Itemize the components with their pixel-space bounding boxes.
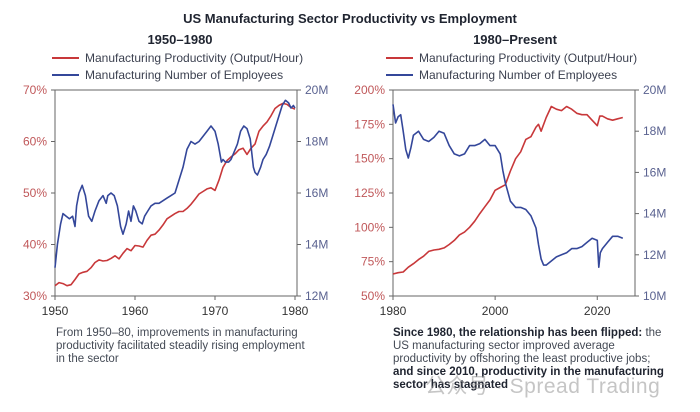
legend-label-productivity: Manufacturing Productivity (Output/Hour) (85, 50, 304, 65)
left-panel-title: 1950–1980 (147, 32, 213, 47)
left-y-tick-label: 150% (354, 152, 385, 166)
legend-item-employees: Manufacturing Number of Employees (52, 66, 303, 83)
right-y-tick-label: 16M (305, 186, 328, 200)
left-y-tick-label: 70% (23, 83, 47, 97)
right-y-tick-label: 20M (305, 83, 328, 97)
right-panel-title: 1980–Present (473, 32, 557, 47)
employees-swatch (52, 73, 79, 76)
legend-item-productivity: Manufacturing Productivity (Output/Hour) (52, 49, 303, 66)
left-y-tick-label: 50% (23, 186, 47, 200)
left-legend: Manufacturing Productivity (Output/Hour)… (52, 49, 303, 83)
left-y-tick-label: 175% (354, 117, 385, 131)
x-tick-label: 1980 (380, 304, 407, 318)
productivity-swatch (52, 56, 79, 59)
x-tick-label: 2020 (584, 304, 611, 318)
right-y-tick-label: 14M (643, 207, 666, 221)
employees-line (54, 99, 296, 268)
productivity-line (54, 102, 296, 287)
x-tick-label: 2000 (482, 304, 509, 318)
right-y-tick-label: 14M (305, 238, 328, 252)
x-tick-label: 1960 (122, 304, 149, 318)
right-caption-normal: the US manufacturing sector improved ave… (393, 327, 662, 365)
x-tick-label: 1970 (202, 304, 229, 318)
left-y-tick-label: 50% (361, 289, 385, 303)
legend-label-employees: Manufacturing Number of Employees (419, 67, 618, 82)
x-tick-label: 1950 (42, 304, 69, 318)
legend-label-productivity: Manufacturing Productivity (Output/Hour) (419, 50, 638, 65)
right-y-tick-label: 20M (643, 83, 666, 97)
legend-label-employees: Manufacturing Number of Employees (85, 67, 284, 82)
left-y-tick-label: 100% (354, 220, 385, 234)
legend-item-productivity: Manufacturing Productivity (Output/Hour) (386, 49, 637, 66)
right-y-tick-label: 10M (643, 289, 666, 303)
right-y-tick-label: 12M (643, 248, 666, 262)
left-y-tick-label: 60% (23, 135, 47, 149)
right-y-tick-label: 18M (305, 135, 328, 149)
right-y-tick-label: 12M (305, 289, 328, 303)
left-y-tick-label: 200% (354, 83, 385, 97)
right-y-tick-label: 16M (643, 165, 666, 179)
left-y-tick-label: 125% (354, 186, 385, 200)
left-y-tick-label: 40% (23, 238, 47, 252)
left-y-tick-label: 30% (23, 289, 47, 303)
main-title: US Manufacturing Sector Productivity vs … (183, 11, 517, 26)
legend-item-employees: Manufacturing Number of Employees (386, 66, 637, 83)
right-caption-bold-2: and since 2010, productivity in the manu… (393, 366, 664, 391)
right-y-tick-label: 18M (643, 124, 666, 138)
employees-line (392, 104, 624, 269)
left-caption: From 1950–80, improvements in manufactur… (56, 327, 305, 365)
chart-panel-right: 50% 75% 100% 125% 150% 175% 200% 10M 12M 14M 16M 18… (354, 83, 666, 318)
employees-swatch (386, 73, 413, 76)
right-caption: Since 1980, the relationship has been fl… (393, 327, 668, 392)
chart-panel-left: 30% 40% 50% 60% 70% 12M 14M 16M 18M 20M 1950 1960 19… (23, 83, 328, 318)
x-tick-label: 1980 (282, 304, 309, 318)
productivity-swatch (386, 56, 413, 59)
right-caption-bold-1: Since 1980, the relationship has been fl… (393, 327, 643, 339)
right-legend: Manufacturing Productivity (Output/Hour)… (386, 49, 637, 83)
productivity-line (392, 105, 623, 275)
watermark: 公众号 · Spread Trading (425, 375, 661, 398)
left-y-tick-label: 75% (361, 255, 385, 269)
